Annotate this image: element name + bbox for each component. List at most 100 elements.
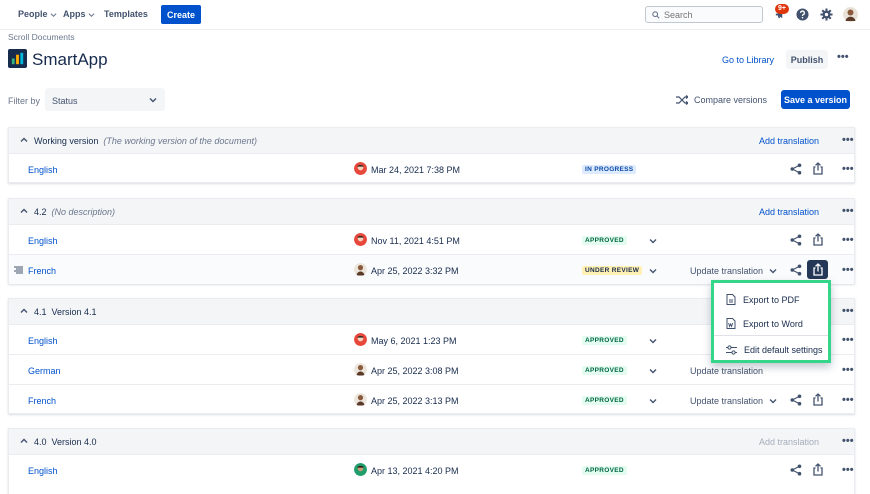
row-more-button[interactable]: ••• <box>842 464 854 476</box>
settings-button[interactable] <box>820 8 833 21</box>
share-icon[interactable] <box>790 163 802 175</box>
row-more-button[interactable]: ••• <box>842 394 854 406</box>
help-button[interactable] <box>796 8 809 21</box>
sliders-icon <box>726 345 737 355</box>
compare-versions-button[interactable]: Compare versions <box>676 95 767 105</box>
export-button-active[interactable] <box>807 260 828 279</box>
share-icon[interactable] <box>790 464 802 476</box>
status-badge: APPROVED <box>582 466 627 475</box>
add-translation-link[interactable]: Add translation <box>759 207 820 217</box>
gear-icon <box>820 8 833 21</box>
export-icon[interactable] <box>812 393 824 406</box>
version-name: Working version <box>34 136 99 146</box>
breadcrumb[interactable]: Scroll Documents <box>8 32 75 42</box>
translation-row: French Apr 25, 2022 3:13 PM APPROVED Upd… <box>9 384 854 414</box>
translation-row: English Nov 11, 2021 4:51 PM APPROVED ••… <box>9 224 854 254</box>
menu-divider <box>714 335 828 336</box>
publish-button[interactable]: Publish <box>786 50 828 69</box>
chevron-down-icon <box>88 12 94 17</box>
row-more-button[interactable]: ••• <box>842 163 854 175</box>
language-link[interactable]: French <box>28 266 57 276</box>
version-more-button[interactable]: ••• <box>842 134 854 146</box>
chevron-down-icon[interactable] <box>649 397 657 405</box>
chevron-up-icon[interactable] <box>20 136 28 144</box>
chevron-down-icon[interactable] <box>649 367 657 375</box>
chevron-up-icon[interactable] <box>20 207 28 215</box>
nav-people-menu[interactable]: People <box>18 9 57 19</box>
row-more-button[interactable]: ••• <box>842 234 854 246</box>
language-link[interactable]: English <box>28 336 58 346</box>
update-translation-label: Update translation <box>690 396 764 406</box>
chevron-down-icon[interactable] <box>649 267 657 275</box>
language-link[interactable]: English <box>28 165 58 175</box>
nav-apps-menu[interactable]: Apps <box>63 9 95 19</box>
chevron-down-icon[interactable] <box>649 237 657 245</box>
chevron-up-icon[interactable] <box>20 307 28 315</box>
row-more-button[interactable]: ••• <box>842 264 854 276</box>
notification-count-badge: 9+ <box>775 4 789 14</box>
avatar <box>354 263 367 276</box>
version-header[interactable]: Working version (The working version of … <box>9 128 854 153</box>
share-icon[interactable] <box>790 264 802 276</box>
export-to-pdf-item[interactable]: Export to PDF <box>726 294 800 305</box>
version-more-button[interactable]: ••• <box>842 435 854 447</box>
version-panel-4-0: 4.0 Version 4.0 Add translation ••• Engl… <box>8 428 855 494</box>
version-header[interactable]: 4.0 Version 4.0 Add translation ••• <box>9 429 854 454</box>
update-translation-label: Update translation <box>690 366 764 376</box>
version-title: 4.2 (No description) <box>34 207 115 217</box>
word-file-icon <box>726 318 736 329</box>
update-translation-button[interactable]: Update translation <box>690 366 763 376</box>
nav-templates-link[interactable]: Templates <box>104 9 148 19</box>
add-translation-link[interactable]: Add translation <box>759 136 820 146</box>
export-to-word-item[interactable]: Export to Word <box>726 318 803 329</box>
export-dropdown-menu: Export to PDF Export to Word Edit defaul… <box>711 280 831 363</box>
update-translation-button[interactable]: Update translation <box>690 266 777 276</box>
row-more-button[interactable]: ••• <box>842 334 854 346</box>
language-link[interactable]: French <box>28 396 57 406</box>
translation-date: Apr 25, 2022 3:32 PM <box>371 266 459 276</box>
chevron-down-icon <box>50 12 57 17</box>
translation-date: Apr 13, 2021 4:20 PM <box>371 466 459 476</box>
drag-handle-icon[interactable] <box>14 266 23 274</box>
avatar <box>354 233 367 246</box>
version-header[interactable]: 4.2 (No description) Add translation ••• <box>9 199 854 224</box>
search-box[interactable] <box>645 6 763 23</box>
status-badge: APPROVED <box>582 236 627 245</box>
go-to-library-link[interactable]: Go to Library <box>722 55 775 65</box>
search-input[interactable] <box>664 9 754 20</box>
share-icon[interactable] <box>790 394 802 406</box>
chevron-down-icon <box>149 98 157 103</box>
header-more-button[interactable]: ••• <box>837 51 849 63</box>
nav-people-label: People <box>18 9 48 19</box>
language-link[interactable]: English <box>28 236 58 246</box>
chevron-down-icon[interactable] <box>649 337 657 345</box>
version-more-button[interactable]: ••• <box>842 305 854 317</box>
top-navigation: People Apps Templates Create 9+ <box>0 0 870 30</box>
version-panel-4-2: 4.2 (No description) Add translation •••… <box>8 198 855 284</box>
export-icon[interactable] <box>812 162 824 175</box>
save-version-button[interactable]: Save a version <box>781 90 850 109</box>
version-description: (No description) <box>51 207 116 217</box>
row-more-button[interactable]: ••• <box>842 364 854 376</box>
update-translation-button[interactable]: Update translation <box>690 396 777 406</box>
edit-default-settings-label: Edit default settings <box>744 345 823 355</box>
version-title: 4.0 Version 4.0 <box>34 437 97 447</box>
create-button[interactable]: Create <box>161 5 201 24</box>
status-filter-select[interactable]: Status <box>45 88 165 111</box>
export-icon <box>812 263 823 276</box>
add-translation-link[interactable]: Add translation <box>759 437 820 447</box>
language-link[interactable]: German <box>28 366 61 376</box>
export-icon[interactable] <box>812 233 824 246</box>
profile-avatar[interactable] <box>843 7 858 22</box>
share-icon[interactable] <box>790 234 802 246</box>
search-icon <box>652 10 660 19</box>
version-more-button[interactable]: ••• <box>842 205 854 217</box>
chevron-up-icon[interactable] <box>20 437 28 445</box>
export-icon[interactable] <box>812 463 824 476</box>
translation-row: German Apr 25, 2022 3:08 PM APPROVED Upd… <box>9 354 854 384</box>
avatar <box>354 463 367 476</box>
language-link[interactable]: English <box>28 466 58 476</box>
chevron-down-icon <box>769 399 777 404</box>
compare-arrows-icon <box>676 95 688 105</box>
edit-default-settings-item[interactable]: Edit default settings <box>726 345 823 355</box>
